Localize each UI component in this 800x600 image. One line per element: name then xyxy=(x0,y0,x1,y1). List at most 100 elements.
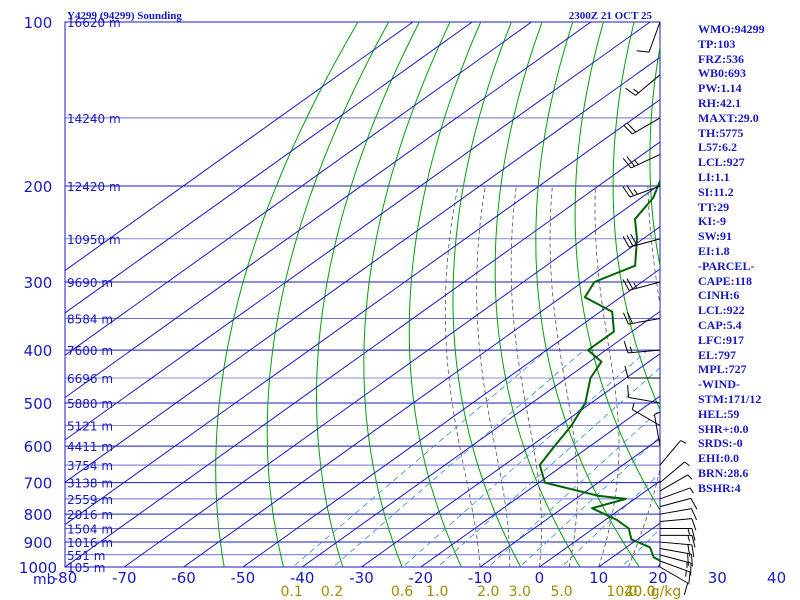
dry-adiabat xyxy=(408,22,482,567)
moist-adiabat xyxy=(510,186,542,567)
barb-flag xyxy=(625,87,636,96)
barb-flag xyxy=(624,365,629,379)
barb-staff xyxy=(632,117,661,135)
wind-barb xyxy=(659,487,694,500)
mixing-ratio-line xyxy=(332,349,585,567)
pressure-label: 700 xyxy=(24,475,53,493)
dry-adiabats xyxy=(215,22,660,567)
barb-staff xyxy=(629,185,661,198)
height-label: 8584 m xyxy=(67,313,113,327)
mixing-ratio-line xyxy=(437,367,660,567)
index-row: MAXT:29.0 xyxy=(698,110,759,125)
temperature-tick-label: -30 xyxy=(349,569,374,587)
pressure-label: 500 xyxy=(24,395,53,413)
dry-adiabat xyxy=(649,44,660,269)
barb-staff xyxy=(635,74,661,96)
wind-barb xyxy=(622,185,661,198)
temperature-tick-label: -60 xyxy=(171,569,196,587)
pressure-label: 800 xyxy=(24,506,53,524)
height-label: 5121 m xyxy=(67,419,113,433)
index-row: RH:42.1 xyxy=(698,95,741,110)
wind-barb xyxy=(659,541,695,558)
isotherm xyxy=(65,22,473,314)
wind-barb xyxy=(659,474,693,492)
mixing-ratio-label: 0.2 xyxy=(321,584,343,600)
height-label: 3138 m xyxy=(67,477,113,491)
moist-adiabat xyxy=(549,186,578,567)
height-label: 9690 m xyxy=(67,276,113,290)
mixing-ratio-label: 1.0 xyxy=(426,584,448,600)
barb-staff xyxy=(628,396,661,404)
barb-staff xyxy=(659,566,688,584)
temperature-tick-label: -70 xyxy=(112,569,137,587)
barb-staff xyxy=(659,508,692,515)
barb-staff xyxy=(659,560,691,573)
height-label: 2016 m xyxy=(67,508,113,522)
barb-staff xyxy=(659,487,691,500)
chart-title: Y4299 (94299) Sounding xyxy=(67,10,182,22)
barb-half-flag xyxy=(689,487,694,494)
wind-barb xyxy=(659,508,698,521)
index-row: MPL:727 xyxy=(698,362,747,377)
index-row: -PARCEL- xyxy=(698,258,755,273)
height-label: 2559 m xyxy=(67,493,113,507)
pressure-label: 400 xyxy=(24,342,53,360)
sounding-traces xyxy=(538,178,660,562)
barb-staff xyxy=(659,497,692,508)
index-row: STM:171/12 xyxy=(698,391,762,406)
height-label: 1016 m xyxy=(67,536,113,550)
height-label: 1504 m xyxy=(67,523,113,537)
wind-barb xyxy=(622,311,661,325)
barb-half-flag xyxy=(687,474,693,480)
index-row: TH:5775 xyxy=(698,125,744,140)
dewpoint-trace xyxy=(538,178,660,562)
isotherm xyxy=(479,437,660,567)
mixing-ratio-label: 5.0 xyxy=(550,584,572,600)
dry-adiabat xyxy=(363,22,451,567)
wind-barb xyxy=(660,534,696,548)
barb-flag xyxy=(636,50,650,53)
barb-half-flag xyxy=(633,188,638,195)
barb-flag xyxy=(691,518,697,531)
index-row: LCL:927 xyxy=(698,155,745,170)
wind-barb xyxy=(659,566,689,596)
index-row: CINH:6 xyxy=(698,288,740,303)
index-row: HEL:59 xyxy=(698,406,740,421)
height-label: 12420 m xyxy=(67,180,121,194)
wind-barb xyxy=(659,497,698,510)
index-row: SRDS:-0 xyxy=(698,436,743,451)
height-label: 16620 m xyxy=(67,16,121,30)
index-row: EI:1.8 xyxy=(698,243,730,258)
dry-adiabat xyxy=(315,22,420,567)
isotherm xyxy=(65,22,414,272)
barb-staff xyxy=(659,554,692,564)
barb-half-flag xyxy=(633,159,639,165)
moist-adiabats xyxy=(444,186,660,567)
wind-barb xyxy=(631,403,661,426)
grid-lines xyxy=(64,21,661,568)
dry-adiabat xyxy=(266,22,390,567)
barb-half-flag xyxy=(687,535,690,542)
index-row: TT:29 xyxy=(698,199,730,214)
wind-barbs xyxy=(622,21,698,596)
mixing-ratio-line xyxy=(402,349,648,567)
isotherm xyxy=(183,226,660,567)
barb-flag xyxy=(626,122,637,133)
moist-adiabat xyxy=(594,186,620,567)
height-label: 6696 m xyxy=(67,372,113,386)
dry-adiabat xyxy=(612,22,660,412)
index-row: SI:11.2 xyxy=(698,184,734,199)
dry-adiabat xyxy=(215,22,359,567)
plot-area xyxy=(65,22,660,567)
temperature-tick-label: -80 xyxy=(53,569,78,587)
index-row: BRN:28.6 xyxy=(698,465,749,480)
barb-flag xyxy=(622,279,630,291)
isotherm xyxy=(65,22,592,399)
barb-staff xyxy=(632,409,661,426)
mixing-ratio-label: 0.6 xyxy=(391,584,413,600)
moist-adiabat xyxy=(444,186,481,567)
barb-half-flag xyxy=(687,528,690,535)
temperature-tick-label: 40 xyxy=(767,569,786,587)
barb-flag xyxy=(691,554,693,567)
